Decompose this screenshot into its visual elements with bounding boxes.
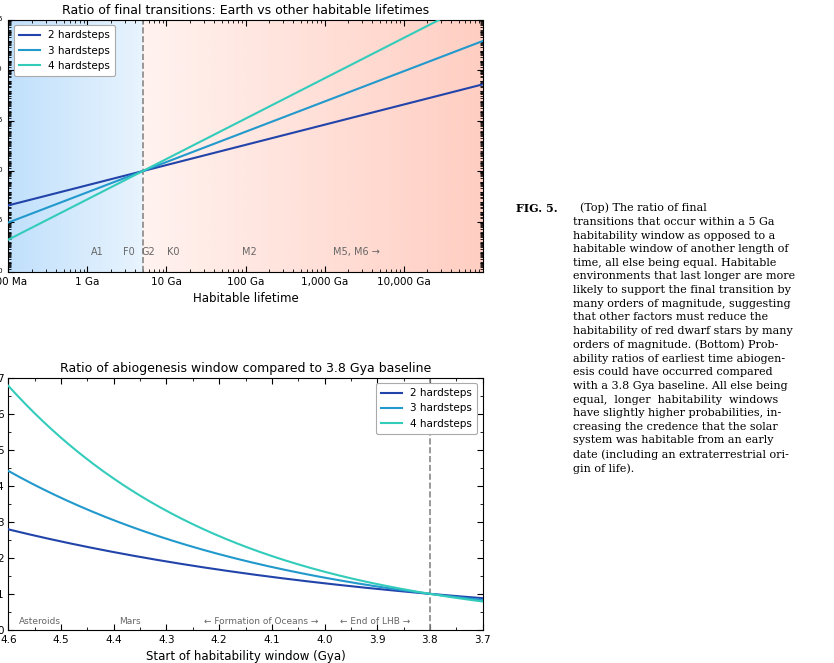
3 hardsteps [478,596,488,604]
3 hardsteps [478,37,488,45]
3 hardsteps [464,42,474,50]
Text: A1: A1 [91,247,104,257]
Text: (Top) The ratio of final
transitions that occur within a 5 Ga
habitability windo: (Top) The ratio of final transitions tha… [573,203,795,474]
3 hardsteps [221,135,231,143]
2 hardsteps [464,84,474,92]
4 hardsteps [345,61,355,69]
Text: Mars: Mars [118,617,140,625]
Line: 3 hardsteps: 3 hardsteps [8,471,483,600]
2 hardsteps [221,146,231,154]
3 hardsteps [377,76,387,84]
4 hardsteps [466,596,476,604]
2 hardsteps [28,195,38,203]
2 hardsteps [286,575,296,583]
X-axis label: Start of habitability window (Gya): Start of habitability window (Gya) [146,650,345,663]
2 hardsteps [3,525,13,533]
3 hardsteps [3,467,13,475]
Text: FIG. 5.: FIG. 5. [515,203,557,214]
4 hardsteps [3,235,13,243]
4 hardsteps [433,17,443,25]
4 hardsteps [232,539,242,547]
3 hardsteps [466,595,476,603]
Text: ← End of LHB →: ← End of LHB → [339,617,409,625]
3 hardsteps [3,219,13,227]
4 hardsteps [146,163,156,171]
Text: ← Formation of Oceans →: ← Formation of Oceans → [204,617,319,625]
4 hardsteps [434,16,444,24]
Line: 4 hardsteps: 4 hardsteps [8,20,439,239]
4 hardsteps [229,538,239,546]
2 hardsteps [260,572,270,580]
2 hardsteps [392,587,402,595]
2 hardsteps [464,84,474,92]
3 hardsteps [464,42,474,50]
Line: 4 hardsteps: 4 hardsteps [8,386,483,601]
2 hardsteps [478,80,488,88]
2 hardsteps [478,594,488,602]
Text: Asteroids: Asteroids [19,617,61,625]
4 hardsteps [260,550,270,558]
3 hardsteps [232,555,242,563]
Text: K0: K0 [167,247,179,257]
4 hardsteps [478,597,488,605]
Title: Ratio of final transitions: Earth vs other habitable lifetimes: Ratio of final transitions: Earth vs oth… [62,5,429,17]
Title: Ratio of abiogenesis window compared to 3.8 Gya baseline: Ratio of abiogenesis window compared to … [60,362,431,375]
Line: 2 hardsteps: 2 hardsteps [8,84,483,206]
Legend: 2 hardsteps, 3 hardsteps, 4 hardsteps: 2 hardsteps, 3 hardsteps, 4 hardsteps [376,383,477,434]
3 hardsteps [286,567,296,575]
3 hardsteps [260,562,270,570]
2 hardsteps [229,568,239,575]
2 hardsteps [232,568,242,576]
3 hardsteps [234,131,244,139]
Line: 3 hardsteps: 3 hardsteps [8,41,483,223]
4 hardsteps [392,584,402,592]
2 hardsteps [377,106,387,114]
4 hardsteps [79,197,89,205]
3 hardsteps [229,554,239,562]
Text: M2: M2 [242,247,257,257]
Line: 2 hardsteps: 2 hardsteps [8,529,483,598]
3 hardsteps [28,210,38,217]
4 hardsteps [286,558,296,566]
Text: G2: G2 [142,247,155,257]
Legend: 2 hardsteps, 3 hardsteps, 4 hardsteps: 2 hardsteps, 3 hardsteps, 4 hardsteps [13,25,115,76]
4 hardsteps [412,27,422,35]
Text: F0: F0 [123,247,134,257]
4 hardsteps [3,382,13,390]
X-axis label: Habitable lifetime: Habitable lifetime [193,292,299,306]
2 hardsteps [466,593,476,601]
Text: M5, M6 →: M5, M6 → [333,247,379,257]
2 hardsteps [234,143,244,151]
2 hardsteps [3,202,13,210]
3 hardsteps [392,585,402,593]
4 hardsteps [278,95,288,103]
